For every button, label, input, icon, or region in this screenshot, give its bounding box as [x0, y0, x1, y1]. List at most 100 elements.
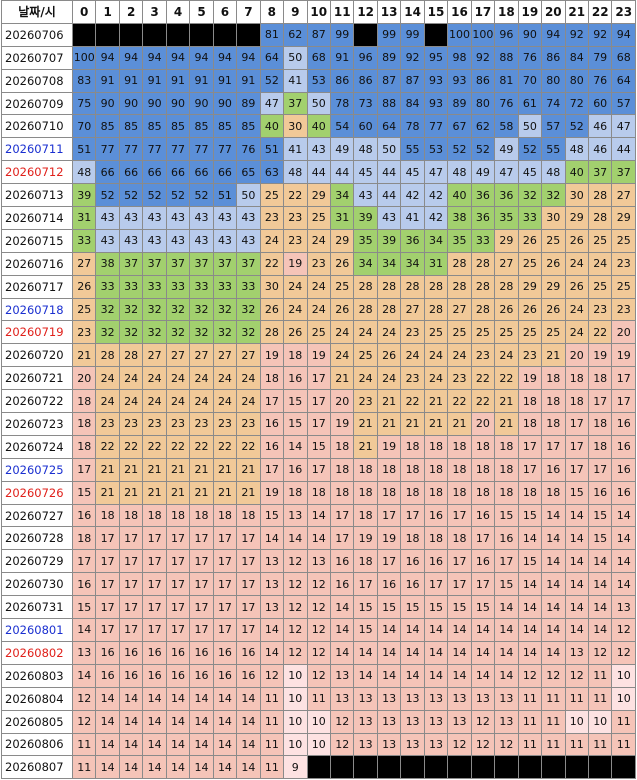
value-cell: 12: [306, 663, 331, 688]
value-cell: 9: [283, 755, 308, 780]
value-cell: 10: [283, 663, 308, 688]
value-cell: 14: [71, 663, 97, 688]
value-cell: 57: [541, 114, 566, 139]
value-cell: 23: [470, 343, 496, 368]
data-row: 20260720 21 28 28 27 27 27 27 27 19 18 19 24 25 26 24 24…: [1, 343, 636, 368]
value-cell: 21: [142, 480, 167, 505]
value-cell: 12: [494, 732, 519, 757]
value-cell: 58: [494, 114, 519, 139]
value-cell: 26: [283, 320, 308, 345]
value-cell: 18: [541, 389, 566, 414]
value-cell: 26: [564, 228, 589, 253]
value-cell: 99: [329, 22, 355, 47]
value-cell: 17: [611, 389, 636, 414]
value-cell: 24: [400, 343, 425, 368]
value-cell: 28: [259, 320, 285, 345]
value-cell: 17: [165, 572, 191, 597]
value-cell: 19: [306, 343, 331, 368]
value-cell: 32: [142, 320, 167, 345]
value-cell: 27: [447, 297, 472, 322]
value-cell: 17: [259, 457, 285, 482]
value-cell: 24: [189, 389, 214, 414]
value-cell: 16: [470, 503, 496, 528]
value-cell: 14: [95, 732, 120, 757]
value-cell: 14: [447, 640, 472, 665]
value-cell: 30: [541, 206, 566, 230]
value-cell: 15: [353, 595, 378, 620]
value-cell: 21: [212, 480, 238, 505]
value-cell: 14: [165, 755, 191, 780]
value-cell: 66: [189, 160, 214, 185]
value-cell: 28: [353, 297, 378, 322]
value-cell: 84: [400, 91, 425, 116]
value-cell: 17: [236, 572, 261, 597]
value-cell: 18: [517, 412, 543, 436]
value-cell: 24: [353, 320, 378, 345]
value-cell: 14: [353, 663, 378, 688]
data-row: 20260710 70 85 85 85 85 85 85 85 40 30 40 54 60 64 78 77…: [1, 114, 636, 139]
value-cell: 21: [165, 480, 191, 505]
value-cell: 33: [95, 274, 120, 299]
value-cell: 10: [283, 686, 308, 711]
hour-header: 13: [376, 0, 402, 24]
value-cell: 94: [95, 45, 120, 70]
value-cell: 17: [189, 526, 214, 551]
value-cell: 44: [376, 183, 402, 208]
value-cell: 16: [118, 640, 144, 665]
no-data-cell: [353, 755, 378, 780]
value-cell: 14: [494, 640, 519, 665]
date-cell: 20260717: [1, 274, 73, 299]
value-cell: 76: [236, 137, 261, 162]
value-cell: 25: [306, 206, 331, 230]
hour-header: 21: [564, 0, 589, 24]
value-cell: 28: [423, 297, 449, 322]
date-cell: 20260708: [1, 68, 73, 93]
value-cell: 13: [329, 686, 355, 711]
value-cell: 91: [118, 68, 144, 93]
value-cell: 43: [142, 206, 167, 230]
value-cell: 43: [118, 228, 144, 253]
value-cell: 25: [423, 320, 449, 345]
value-cell: 14: [541, 526, 566, 551]
value-cell: 17: [118, 526, 144, 551]
value-cell: 90: [95, 91, 120, 116]
value-cell: 52: [447, 137, 472, 162]
date-cell: 20260724: [1, 434, 73, 459]
value-cell: 66: [165, 160, 191, 185]
date-cell: 20260723: [1, 412, 73, 436]
value-cell: 14: [236, 732, 261, 757]
value-cell: 21: [353, 412, 378, 436]
value-cell: 13: [353, 732, 378, 757]
value-cell: 94: [212, 45, 238, 70]
value-cell: 18: [353, 480, 378, 505]
value-cell: 92: [400, 45, 425, 70]
value-cell: 15: [587, 526, 613, 551]
hour-header: 5: [189, 0, 214, 24]
value-cell: 21: [118, 457, 144, 482]
value-cell: 49: [470, 160, 496, 185]
value-cell: 23: [353, 389, 378, 414]
value-cell: 15: [494, 503, 519, 528]
value-cell: 21: [423, 412, 449, 436]
no-data-cell: [212, 22, 238, 47]
value-cell: 12: [587, 640, 613, 665]
value-cell: 81: [259, 22, 285, 47]
data-row: 20260723 18 23 23 23 23 23 23 23 16 15 17 19 21 21 21 21…: [1, 412, 636, 436]
value-cell: 33: [212, 274, 238, 299]
date-cell: 20260803: [1, 663, 73, 688]
value-cell: 18: [353, 457, 378, 482]
value-cell: 60: [587, 91, 613, 116]
value-cell: 14: [447, 618, 472, 642]
value-cell: 11: [306, 686, 331, 711]
value-cell: 78: [329, 91, 355, 116]
value-cell: 12: [306, 640, 331, 665]
value-cell: 46: [587, 137, 613, 162]
no-data-cell: [329, 755, 355, 780]
value-cell: 80: [470, 91, 496, 116]
value-cell: 14: [541, 640, 566, 665]
value-cell: 12: [306, 572, 331, 597]
value-cell: 25: [517, 320, 543, 345]
hour-header: 8: [259, 0, 285, 24]
value-cell: 17: [400, 503, 425, 528]
value-cell: 23: [306, 251, 331, 276]
